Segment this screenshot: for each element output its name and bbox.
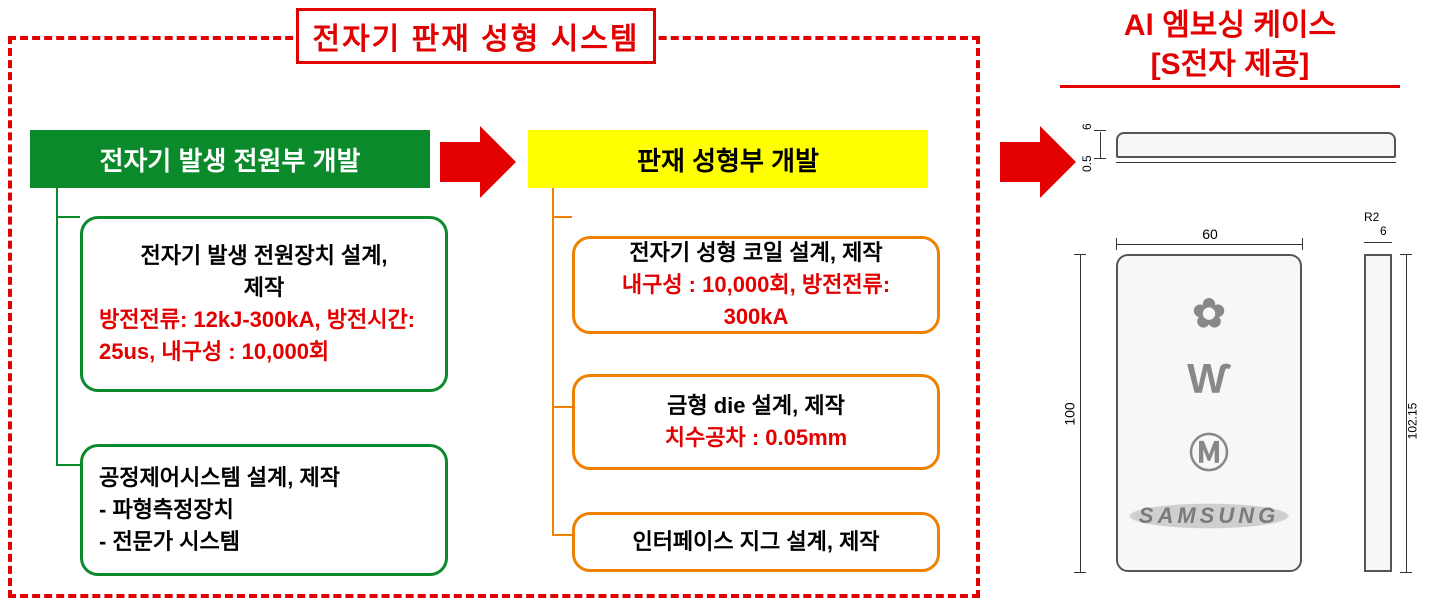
drawing-side-height-label: 102.15 <box>1405 403 1419 440</box>
arrow-head-icon <box>1040 126 1076 198</box>
arrow-left-to-right <box>440 126 516 198</box>
left-tree-branch-2 <box>56 464 80 466</box>
brand-samsung: SAMSUNG <box>1125 497 1293 535</box>
left-box-power-device: 전자기 발생 전원장치 설계, 제작 방전전류: 12kJ-300kA, 방전시… <box>80 216 448 392</box>
drawing-side-height-tick-t <box>1400 254 1412 255</box>
left-tree-stem <box>56 188 58 466</box>
emboss-m-icon: Ⓜ <box>1189 421 1229 479</box>
drawing-side-height-tick-b <box>1400 572 1412 573</box>
drawing-top-dim-05: 0.5 <box>1080 155 1094 172</box>
drawing-side-width-label: 6 <box>1380 224 1387 238</box>
right-box-die: 금형 die 설계, 제작 치수공차 : 0.05mm <box>572 374 940 470</box>
arrow-head-icon <box>480 126 516 198</box>
g1-red2: 25us, 내구성 : 10,000회 <box>99 336 429 368</box>
right-box-coil: 전자기 성형 코일 설계, 제작 내구성 : 10,000회, 방전전류: 30… <box>572 236 940 334</box>
drawing-top-case <box>1116 132 1396 158</box>
g1-line1: 전자기 발생 전원장치 설계, <box>99 240 429 272</box>
o2-red: 치수공차 : 0.05mm <box>591 422 921 454</box>
drawing-front-height-label: 100 <box>1062 402 1078 425</box>
right-tree-branch-2 <box>552 406 572 408</box>
drawing-front-width-tick-r <box>1302 238 1303 250</box>
right-box-jig: 인터페이스 지그 설계, 제작 <box>572 512 940 572</box>
arrow-body-icon <box>1000 142 1040 182</box>
o2-black: 금형 die 설계, 제작 <box>591 390 921 422</box>
right-tree-branch-3 <box>552 534 572 536</box>
drawing-side-view: R2 6 102.15 <box>1356 226 1426 596</box>
case-title-line2: [S전자 제공] <box>1151 45 1310 84</box>
right-tree-stem <box>552 188 554 536</box>
g2-line2: - 파형측정장치 <box>99 494 429 526</box>
g2-line1: 공정제어시스템 설계, 제작 <box>99 462 429 494</box>
o1-red: 내구성 : 10,000회, 방전전류: 300kA <box>591 269 921 333</box>
drawing-top-dimline <box>1100 132 1101 158</box>
drawing-front-width-line <box>1116 244 1302 245</box>
drawing-side-bar <box>1364 254 1392 572</box>
drawing-front-view: 60 100 ✿ Ⱳ Ⓜ SAMSUNG <box>1080 226 1340 596</box>
drawing-front-panel: ✿ Ⱳ Ⓜ SAMSUNG <box>1116 254 1302 572</box>
drawing-front-height-tick-t <box>1074 254 1086 255</box>
drawing-top-dim-6: 6 <box>1080 123 1094 130</box>
g1-line2: 제작 <box>99 272 429 304</box>
drawing-top-base-line <box>1116 162 1396 163</box>
o1-black: 전자기 성형 코일 설계, 제작 <box>591 237 921 269</box>
system-title: 전자기 판재 성형 시스템 <box>296 8 656 64</box>
drawing-front-width-label: 60 <box>1080 226 1340 242</box>
g2-line3: - 전문가 시스템 <box>99 526 429 558</box>
arrow-right-to-case <box>1000 126 1076 198</box>
right-column-header: 판재 성형부 개발 <box>528 130 928 188</box>
left-column-header: 전자기 발생 전원부 개발 <box>30 130 430 188</box>
g1-red1: 방전전류: 12kJ-300kA, 방전시간: <box>99 304 429 336</box>
drawing-top-tick-bot <box>1094 158 1106 159</box>
drawing-top-tick-top <box>1094 130 1106 131</box>
drawing-top-view: 6 0.5 <box>1076 132 1404 188</box>
right-tree-branch-1 <box>552 216 572 218</box>
drawing-front-height-tick-b <box>1074 572 1086 573</box>
left-tree-branch-1 <box>56 216 80 218</box>
case-title: Al 엠보싱 케이스 [S전자 제공] <box>1060 4 1400 88</box>
drawing-front-width-tick-l <box>1116 238 1117 250</box>
drawing-front-height-line <box>1080 254 1081 572</box>
emboss-flower-icon: ✿ <box>1192 291 1226 337</box>
o3-black: 인터페이스 지그 설계, 제작 <box>591 526 921 558</box>
arrow-body-icon <box>440 142 480 182</box>
emboss-w-icon: Ⱳ <box>1187 355 1231 403</box>
case-title-line1: Al 엠보싱 케이스 <box>1124 6 1336 45</box>
drawing-side-width-line <box>1364 242 1392 243</box>
drawing-side-radius-label: R2 <box>1364 210 1379 224</box>
left-box-process-control: 공정제어시스템 설계, 제작 - 파형측정장치 - 전문가 시스템 <box>80 444 448 576</box>
